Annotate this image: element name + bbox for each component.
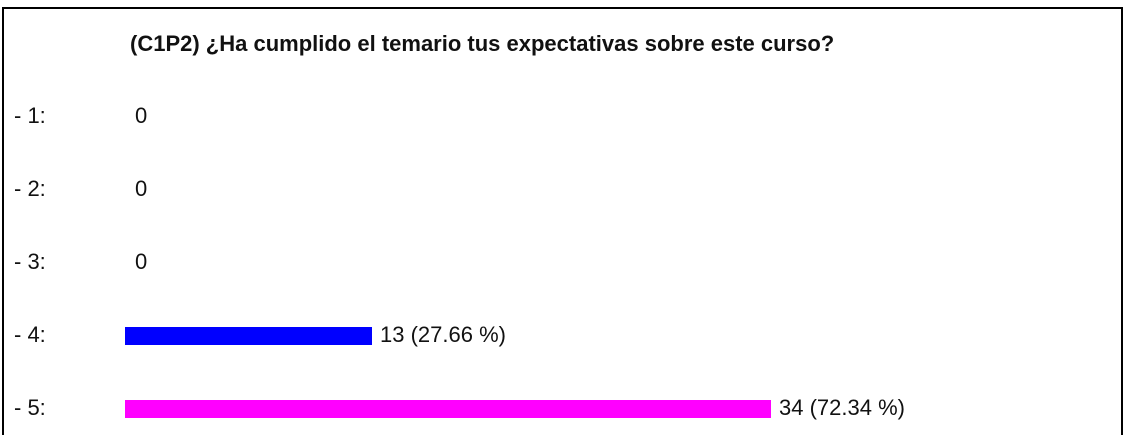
bar: [125, 327, 372, 345]
category-label: - 3:: [14, 249, 46, 274]
chart-title: (C1P2) ¿Ha cumplido el temario tus expec…: [130, 31, 834, 56]
value-label: 34 (72.34 %): [779, 395, 905, 420]
category-label: - 1:: [14, 103, 46, 128]
category-label: - 2:: [14, 176, 46, 201]
frame: [2, 7, 1123, 435]
value-label: 0: [135, 176, 147, 201]
category-label: - 4:: [14, 322, 46, 347]
value-label: 0: [135, 249, 147, 274]
category-label: - 5:: [14, 395, 46, 420]
bar: [125, 400, 771, 418]
value-label: 13 (27.66 %): [380, 322, 506, 347]
value-label: 0: [135, 103, 147, 128]
